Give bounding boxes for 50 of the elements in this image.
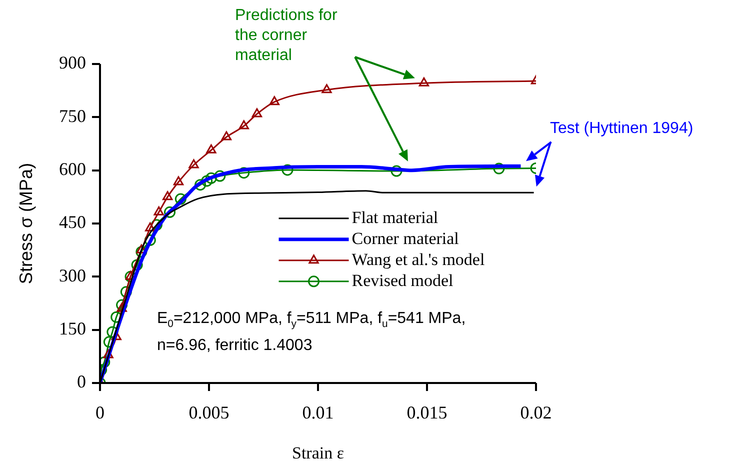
point	[194, 179, 206, 191]
point	[116, 302, 127, 312]
y-tick-label: 750	[59, 106, 86, 126]
point	[174, 193, 186, 205]
point	[238, 120, 249, 130]
point	[154, 206, 164, 216]
point	[282, 164, 294, 176]
x-tick-label: 0.02	[520, 402, 552, 423]
point	[269, 96, 280, 106]
x-tick-label: 0.015	[406, 402, 448, 423]
y-tick-label: 600	[59, 159, 86, 180]
text: Test (Hyttinen 1994)	[550, 120, 694, 137]
x-tick-label: 0.01	[302, 402, 334, 423]
point	[173, 176, 184, 186]
point	[164, 206, 176, 218]
point	[201, 175, 213, 187]
legend-label: Wang et al.'s model	[352, 250, 485, 269]
x-axis-title: Strain ε	[292, 443, 344, 462]
x-tick-label: 0.005	[188, 402, 230, 423]
point	[145, 222, 156, 232]
point	[214, 170, 226, 182]
point	[103, 349, 114, 358]
y-tick-label: 300	[59, 265, 86, 286]
point	[322, 84, 332, 94]
annotation: Predictions for the corner material	[235, 7, 338, 64]
y-tick-label: 150	[59, 318, 86, 339]
point	[238, 167, 250, 179]
point	[206, 144, 216, 154]
point	[162, 191, 173, 200]
point	[390, 165, 402, 177]
point	[136, 246, 148, 258]
point	[188, 159, 199, 168]
y-axis-title: Stress σ (MPa)	[16, 162, 36, 284]
annotation: n=6.96, ferritic 1.4003	[157, 337, 312, 354]
legend-label: Flat material	[352, 208, 438, 227]
point	[131, 259, 143, 271]
point	[205, 172, 217, 184]
y-tick-label: 900	[59, 52, 86, 73]
point	[144, 234, 156, 246]
x-tick-label: 0	[96, 402, 104, 423]
point	[150, 219, 162, 231]
point	[418, 77, 430, 86]
point	[493, 162, 505, 174]
y-tick-label: 450	[59, 212, 86, 232]
y-tick-label: 0	[77, 372, 86, 392]
point	[252, 108, 262, 118]
point	[136, 244, 146, 254]
point	[221, 131, 232, 140]
legend-label: Corner material	[352, 228, 460, 248]
legend-label: Revised model	[352, 270, 454, 290]
